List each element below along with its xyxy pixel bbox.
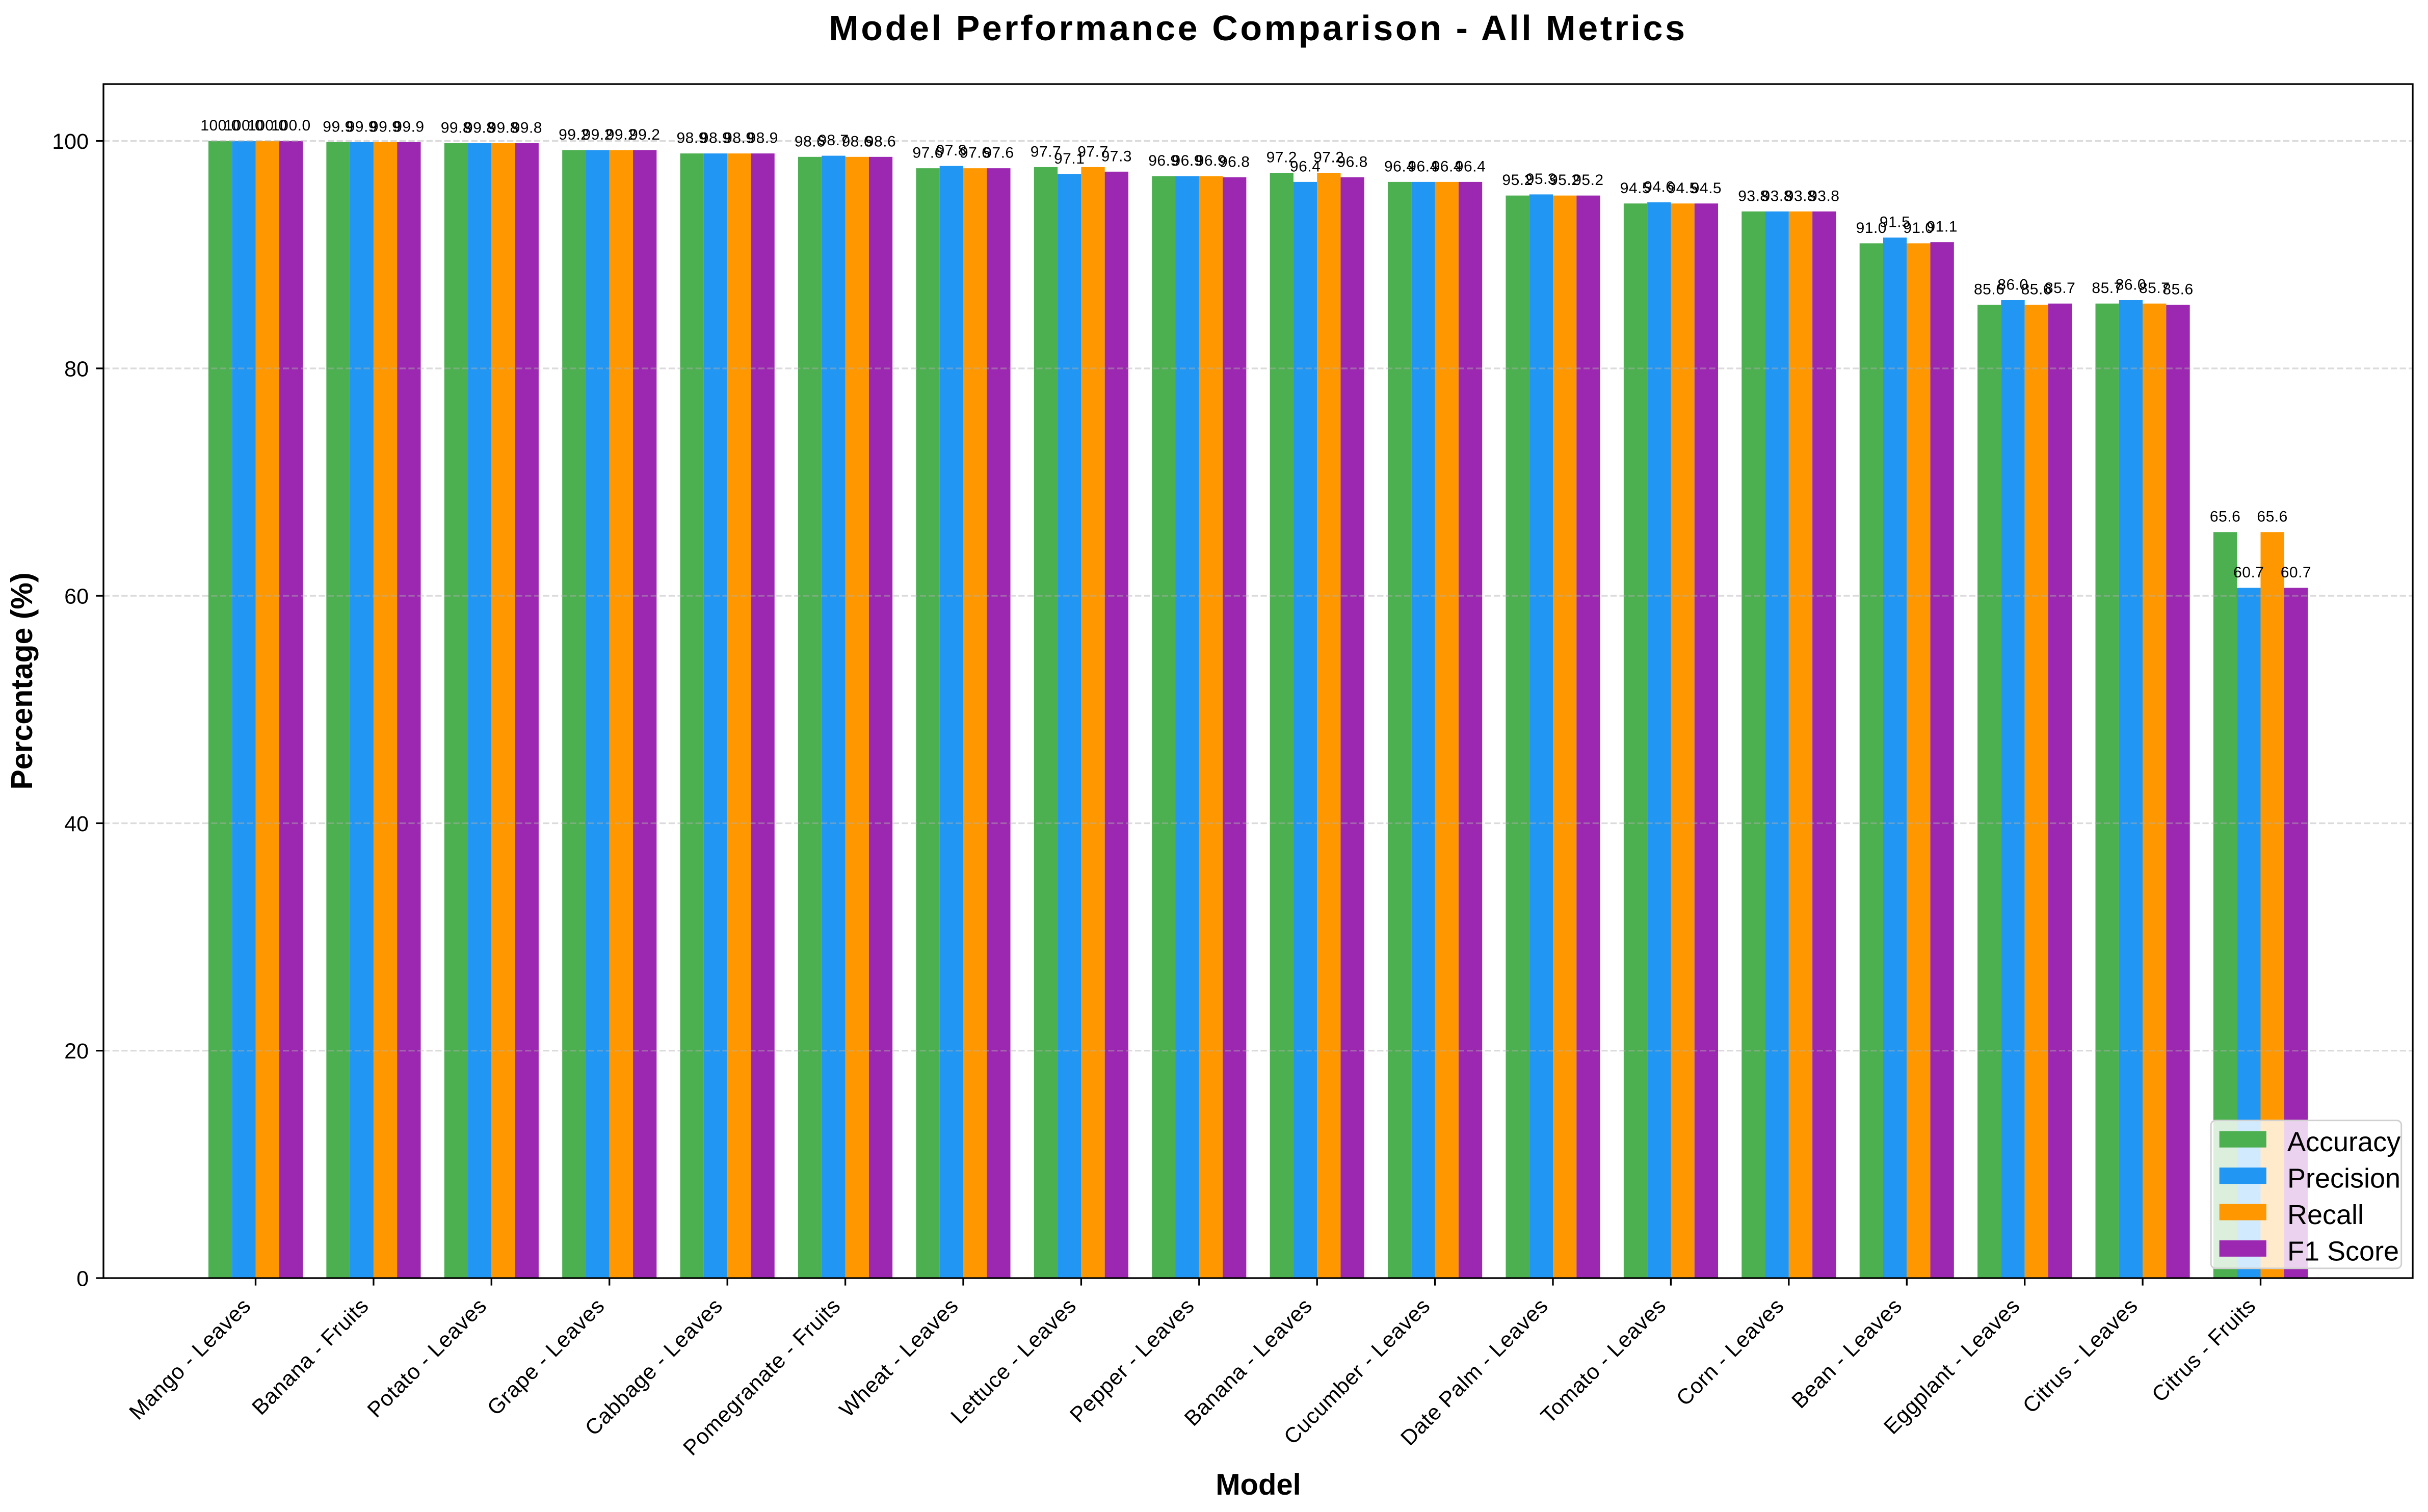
- svg-text:95.2: 95.2: [1502, 172, 1533, 189]
- svg-text:98.9: 98.9: [700, 130, 731, 147]
- svg-text:95.2: 95.2: [1549, 172, 1580, 189]
- svg-text:85.7: 85.7: [2139, 280, 2170, 297]
- svg-text:Recall: Recall: [2287, 1200, 2364, 1230]
- svg-text:40: 40: [64, 812, 89, 836]
- svg-text:99.2: 99.2: [582, 126, 613, 143]
- svg-text:96.8: 96.8: [1337, 154, 1367, 171]
- svg-text:96.4: 96.4: [1432, 158, 1462, 175]
- svg-text:99.8: 99.8: [488, 120, 518, 137]
- svg-text:F1 Score: F1 Score: [2287, 1236, 2399, 1266]
- svg-text:Percentage (%): Percentage (%): [5, 572, 39, 789]
- svg-text:96.4: 96.4: [1408, 158, 1438, 175]
- svg-text:98.6: 98.6: [842, 133, 873, 150]
- svg-text:60.7: 60.7: [2281, 564, 2311, 581]
- svg-text:99.8: 99.8: [441, 120, 471, 137]
- svg-text:99.2: 99.2: [559, 126, 589, 143]
- svg-text:99.8: 99.8: [464, 120, 495, 137]
- svg-text:93.8: 93.8: [1738, 188, 1769, 204]
- svg-text:99.2: 99.2: [606, 126, 637, 143]
- svg-text:96.4: 96.4: [1384, 158, 1415, 175]
- svg-text:96.9: 96.9: [1196, 152, 1226, 169]
- svg-text:85.7: 85.7: [2092, 280, 2122, 297]
- svg-text:98.7: 98.7: [818, 132, 849, 149]
- svg-text:91.0: 91.0: [1856, 220, 1887, 236]
- svg-text:86.0: 86.0: [2116, 277, 2146, 294]
- svg-text:85.7: 85.7: [2045, 280, 2075, 297]
- svg-text:65.6: 65.6: [2257, 509, 2287, 525]
- svg-text:Model Performance Comparison -: Model Performance Comparison - All Metri…: [829, 8, 1687, 48]
- svg-text:97.8: 97.8: [936, 142, 967, 159]
- svg-text:65.6: 65.6: [2210, 509, 2240, 525]
- svg-text:97.1: 97.1: [1054, 150, 1085, 167]
- svg-text:94.6: 94.6: [1644, 179, 1674, 196]
- svg-text:85.6: 85.6: [1974, 281, 2004, 298]
- svg-text:95.2: 95.2: [1573, 172, 1603, 189]
- svg-text:98.6: 98.6: [795, 133, 825, 150]
- svg-text:99.8: 99.8: [512, 120, 542, 137]
- svg-text:91.1: 91.1: [1927, 219, 1958, 235]
- svg-text:85.6: 85.6: [2021, 281, 2052, 298]
- svg-text:91.5: 91.5: [1880, 214, 1910, 231]
- svg-text:95.3: 95.3: [1526, 171, 1556, 188]
- svg-text:99.9: 99.9: [347, 118, 377, 135]
- svg-text:0: 0: [76, 1266, 89, 1291]
- svg-text:96.9: 96.9: [1148, 152, 1179, 169]
- svg-text:20: 20: [64, 1039, 89, 1064]
- svg-text:97.7: 97.7: [1031, 143, 1061, 160]
- svg-text:60: 60: [64, 585, 89, 609]
- svg-text:100.0: 100.0: [224, 117, 264, 134]
- svg-text:96.4: 96.4: [1290, 158, 1321, 175]
- svg-text:60.7: 60.7: [2233, 564, 2264, 581]
- svg-text:98.9: 98.9: [677, 130, 707, 147]
- svg-text:98.9: 98.9: [724, 130, 754, 147]
- svg-text:97.6: 97.6: [960, 145, 990, 162]
- svg-text:93.8: 93.8: [1762, 188, 1792, 204]
- svg-text:85.6: 85.6: [2162, 281, 2193, 298]
- svg-text:99.9: 99.9: [393, 118, 424, 135]
- svg-text:96.9: 96.9: [1172, 152, 1203, 169]
- svg-text:97.7: 97.7: [1077, 143, 1108, 160]
- svg-text:80: 80: [64, 357, 89, 381]
- svg-text:98.6: 98.6: [865, 133, 896, 150]
- svg-text:96.4: 96.4: [1455, 158, 1486, 175]
- svg-text:91.0: 91.0: [1903, 220, 1934, 236]
- svg-text:97.6: 97.6: [983, 145, 1014, 162]
- svg-text:Accuracy: Accuracy: [2287, 1127, 2400, 1157]
- svg-text:97.2: 97.2: [1313, 149, 1344, 166]
- svg-text:86.0: 86.0: [1997, 277, 2028, 294]
- svg-text:Model: Model: [1216, 1468, 1301, 1501]
- svg-text:97.6: 97.6: [912, 145, 943, 162]
- svg-text:99.9: 99.9: [323, 118, 353, 135]
- svg-text:100.0: 100.0: [200, 117, 240, 134]
- svg-text:96.8: 96.8: [1219, 154, 1250, 171]
- svg-text:98.9: 98.9: [747, 130, 778, 147]
- svg-text:97.2: 97.2: [1266, 149, 1297, 166]
- svg-text:94.5: 94.5: [1620, 180, 1651, 197]
- svg-text:93.8: 93.8: [1785, 188, 1816, 204]
- svg-text:99.9: 99.9: [370, 118, 401, 135]
- svg-text:99.2: 99.2: [629, 126, 660, 143]
- svg-text:93.8: 93.8: [1809, 188, 1839, 204]
- svg-text:100: 100: [52, 129, 89, 154]
- svg-text:94.5: 94.5: [1691, 180, 1722, 197]
- svg-text:100.0: 100.0: [248, 117, 287, 134]
- svg-text:97.3: 97.3: [1101, 148, 1132, 165]
- svg-text:Precision: Precision: [2287, 1163, 2400, 1194]
- svg-text:100.0: 100.0: [271, 117, 311, 134]
- svg-text:94.5: 94.5: [1667, 180, 1698, 197]
